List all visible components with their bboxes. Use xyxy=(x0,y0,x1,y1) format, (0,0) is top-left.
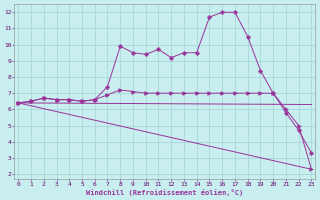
X-axis label: Windchill (Refroidissement éolien,°C): Windchill (Refroidissement éolien,°C) xyxy=(86,189,244,196)
